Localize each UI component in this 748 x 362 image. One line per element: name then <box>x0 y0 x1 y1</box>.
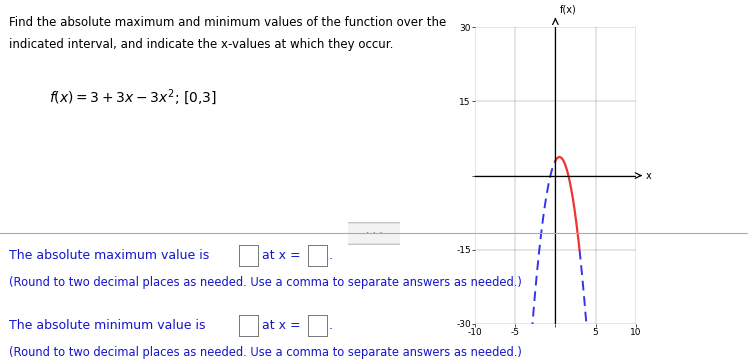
Text: The absolute minimum value is: The absolute minimum value is <box>9 319 206 332</box>
Text: at x =: at x = <box>262 249 301 262</box>
Text: f(x): f(x) <box>560 5 576 15</box>
Text: indicated interval, and indicate the x-values at which they occur.: indicated interval, and indicate the x-v… <box>9 38 393 51</box>
Text: The absolute maximum value is: The absolute maximum value is <box>9 249 209 262</box>
FancyBboxPatch shape <box>345 223 402 244</box>
Text: $f(x) = 3 + 3x - 3x^2$; [0,3]: $f(x) = 3 + 3x - 3x^2$; [0,3] <box>49 87 217 107</box>
Text: (Round to two decimal places as needed. Use a comma to separate answers as neede: (Round to two decimal places as needed. … <box>9 276 522 289</box>
Text: .: . <box>329 319 333 332</box>
Text: Find the absolute maximum and minimum values of the function over the: Find the absolute maximum and minimum va… <box>9 16 447 29</box>
Text: (Round to two decimal places as needed. Use a comma to separate answers as neede: (Round to two decimal places as needed. … <box>9 346 522 359</box>
Text: x: x <box>646 171 652 181</box>
Text: .: . <box>329 249 333 262</box>
Text: · · ·: · · · <box>366 228 382 239</box>
Text: at x =: at x = <box>262 319 301 332</box>
